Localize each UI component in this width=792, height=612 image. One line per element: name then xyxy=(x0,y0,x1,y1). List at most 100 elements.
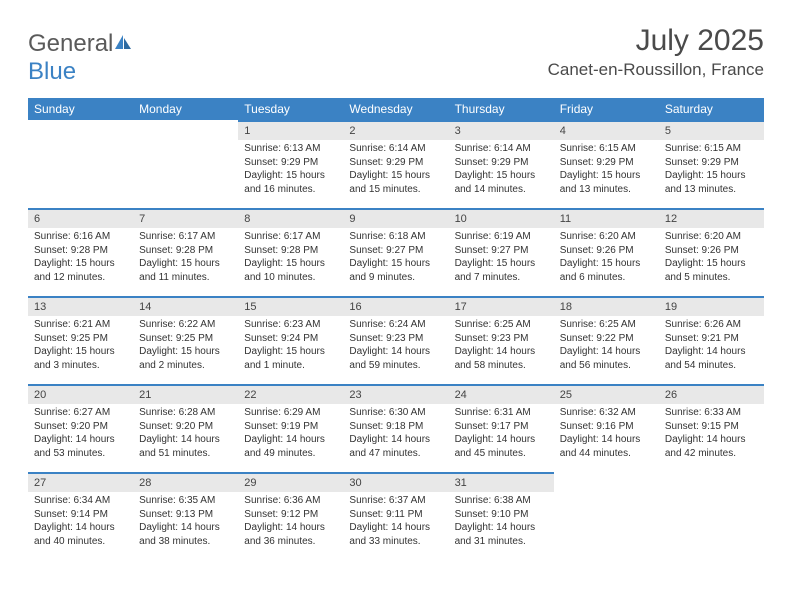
day-detail-line: and 31 minutes. xyxy=(455,535,548,549)
day-number: 7 xyxy=(133,208,238,228)
calendar-day-cell: 21Sunrise: 6:28 AMSunset: 9:20 PMDayligh… xyxy=(133,384,238,472)
day-detail-line: and 36 minutes. xyxy=(244,535,337,549)
day-detail-line: Daylight: 14 hours xyxy=(139,521,232,535)
brand-name-b: Blue xyxy=(28,58,76,85)
day-detail-line: and 7 minutes. xyxy=(455,271,548,285)
calendar-day-cell: 3Sunrise: 6:14 AMSunset: 9:29 PMDaylight… xyxy=(449,120,554,208)
day-details: Sunrise: 6:32 AMSunset: 9:16 PMDaylight:… xyxy=(554,404,659,464)
day-detail-line: Daylight: 15 hours xyxy=(139,257,232,271)
day-details: Sunrise: 6:15 AMSunset: 9:29 PMDaylight:… xyxy=(659,140,764,200)
day-detail-line: and 9 minutes. xyxy=(349,271,442,285)
calendar-day-cell: 4Sunrise: 6:15 AMSunset: 9:29 PMDaylight… xyxy=(554,120,659,208)
day-detail-line: Daylight: 14 hours xyxy=(349,345,442,359)
day-detail-line: Daylight: 14 hours xyxy=(560,433,653,447)
day-detail-line: Daylight: 14 hours xyxy=(665,345,758,359)
day-detail-line: and 38 minutes. xyxy=(139,535,232,549)
day-details: Sunrise: 6:20 AMSunset: 9:26 PMDaylight:… xyxy=(659,228,764,288)
day-detail-line: Sunrise: 6:15 AM xyxy=(665,142,758,156)
calendar-day-cell: 24Sunrise: 6:31 AMSunset: 9:17 PMDayligh… xyxy=(449,384,554,472)
day-number: 13 xyxy=(28,296,133,316)
day-detail-line: Sunset: 9:20 PM xyxy=(34,420,127,434)
calendar-day-cell: 10Sunrise: 6:19 AMSunset: 9:27 PMDayligh… xyxy=(449,208,554,296)
day-detail-line: Sunset: 9:18 PM xyxy=(349,420,442,434)
day-details: Sunrise: 6:33 AMSunset: 9:15 PMDaylight:… xyxy=(659,404,764,464)
day-details: Sunrise: 6:19 AMSunset: 9:27 PMDaylight:… xyxy=(449,228,554,288)
calendar-day-cell: 22Sunrise: 6:29 AMSunset: 9:19 PMDayligh… xyxy=(238,384,343,472)
day-details: Sunrise: 6:29 AMSunset: 9:19 PMDaylight:… xyxy=(238,404,343,464)
calendar-day-cell: 6Sunrise: 6:16 AMSunset: 9:28 PMDaylight… xyxy=(28,208,133,296)
day-detail-line: Daylight: 15 hours xyxy=(349,169,442,183)
day-details: Sunrise: 6:16 AMSunset: 9:28 PMDaylight:… xyxy=(28,228,133,288)
day-detail-line: and 11 minutes. xyxy=(139,271,232,285)
day-number: 5 xyxy=(659,120,764,140)
day-details: Sunrise: 6:17 AMSunset: 9:28 PMDaylight:… xyxy=(238,228,343,288)
day-details: Sunrise: 6:20 AMSunset: 9:26 PMDaylight:… xyxy=(554,228,659,288)
day-detail-line: and 3 minutes. xyxy=(34,359,127,373)
day-details: Sunrise: 6:14 AMSunset: 9:29 PMDaylight:… xyxy=(343,140,448,200)
weekday-header: Wednesday xyxy=(343,98,448,120)
day-detail-line: and 10 minutes. xyxy=(244,271,337,285)
day-number: 31 xyxy=(449,472,554,492)
day-detail-line: Sunset: 9:28 PM xyxy=(244,244,337,258)
title-block: July 2025 Canet-en-Roussillon, France xyxy=(548,24,764,80)
weekday-header: Friday xyxy=(554,98,659,120)
day-detail-line: Sunset: 9:26 PM xyxy=(560,244,653,258)
calendar-day-cell: 17Sunrise: 6:25 AMSunset: 9:23 PMDayligh… xyxy=(449,296,554,384)
day-number: 24 xyxy=(449,384,554,404)
brand-logo: GeneralBlue xyxy=(28,30,133,86)
day-details: Sunrise: 6:22 AMSunset: 9:25 PMDaylight:… xyxy=(133,316,238,376)
day-detail-line: Daylight: 15 hours xyxy=(139,345,232,359)
day-detail-line: and 14 minutes. xyxy=(455,183,548,197)
day-detail-line: and 58 minutes. xyxy=(455,359,548,373)
day-details: Sunrise: 6:27 AMSunset: 9:20 PMDaylight:… xyxy=(28,404,133,464)
sail-icon xyxy=(113,30,133,48)
day-number: 18 xyxy=(554,296,659,316)
day-details: Sunrise: 6:36 AMSunset: 9:12 PMDaylight:… xyxy=(238,492,343,552)
day-detail-line: Sunset: 9:28 PM xyxy=(34,244,127,258)
day-detail-line: Daylight: 15 hours xyxy=(34,345,127,359)
day-detail-line: Sunrise: 6:28 AM xyxy=(139,406,232,420)
calendar-day-cell: 27Sunrise: 6:34 AMSunset: 9:14 PMDayligh… xyxy=(28,472,133,560)
day-detail-line: Sunset: 9:29 PM xyxy=(665,156,758,170)
day-detail-line: Daylight: 15 hours xyxy=(244,257,337,271)
day-number: 29 xyxy=(238,472,343,492)
location: Canet-en-Roussillon, France xyxy=(548,60,764,80)
day-detail-line: and 2 minutes. xyxy=(139,359,232,373)
day-detail-line: Sunrise: 6:27 AM xyxy=(34,406,127,420)
day-detail-line: and 6 minutes. xyxy=(560,271,653,285)
day-detail-line: Sunrise: 6:24 AM xyxy=(349,318,442,332)
day-detail-line: Sunset: 9:10 PM xyxy=(455,508,548,522)
day-detail-line: Daylight: 14 hours xyxy=(665,433,758,447)
calendar-day-cell: 18Sunrise: 6:25 AMSunset: 9:22 PMDayligh… xyxy=(554,296,659,384)
month-title: July 2025 xyxy=(548,24,764,58)
day-details: Sunrise: 6:35 AMSunset: 9:13 PMDaylight:… xyxy=(133,492,238,552)
calendar-day-cell: 23Sunrise: 6:30 AMSunset: 9:18 PMDayligh… xyxy=(343,384,448,472)
day-detail-line: Daylight: 15 hours xyxy=(560,257,653,271)
calendar-day-cell xyxy=(133,120,238,208)
day-detail-line: and 13 minutes. xyxy=(665,183,758,197)
day-detail-line: and 40 minutes. xyxy=(34,535,127,549)
day-detail-line: and 49 minutes. xyxy=(244,447,337,461)
day-detail-line: Sunrise: 6:31 AM xyxy=(455,406,548,420)
day-detail-line: and 42 minutes. xyxy=(665,447,758,461)
calendar-week-row: 6Sunrise: 6:16 AMSunset: 9:28 PMDaylight… xyxy=(28,208,764,296)
day-detail-line: Sunrise: 6:13 AM xyxy=(244,142,337,156)
day-detail-line: Daylight: 15 hours xyxy=(349,257,442,271)
weekday-header: Sunday xyxy=(28,98,133,120)
day-detail-line: and 44 minutes. xyxy=(560,447,653,461)
calendar-day-cell: 26Sunrise: 6:33 AMSunset: 9:15 PMDayligh… xyxy=(659,384,764,472)
day-details: Sunrise: 6:17 AMSunset: 9:28 PMDaylight:… xyxy=(133,228,238,288)
day-detail-line: Sunrise: 6:33 AM xyxy=(665,406,758,420)
weekday-header: Monday xyxy=(133,98,238,120)
day-number: 11 xyxy=(554,208,659,228)
day-detail-line: and 47 minutes. xyxy=(349,447,442,461)
day-detail-line: Sunrise: 6:29 AM xyxy=(244,406,337,420)
day-detail-line: Daylight: 15 hours xyxy=(34,257,127,271)
calendar-day-cell xyxy=(28,120,133,208)
day-number: 22 xyxy=(238,384,343,404)
day-number: 6 xyxy=(28,208,133,228)
day-details: Sunrise: 6:15 AMSunset: 9:29 PMDaylight:… xyxy=(554,140,659,200)
day-details: Sunrise: 6:26 AMSunset: 9:21 PMDaylight:… xyxy=(659,316,764,376)
day-number: 10 xyxy=(449,208,554,228)
day-details: Sunrise: 6:23 AMSunset: 9:24 PMDaylight:… xyxy=(238,316,343,376)
